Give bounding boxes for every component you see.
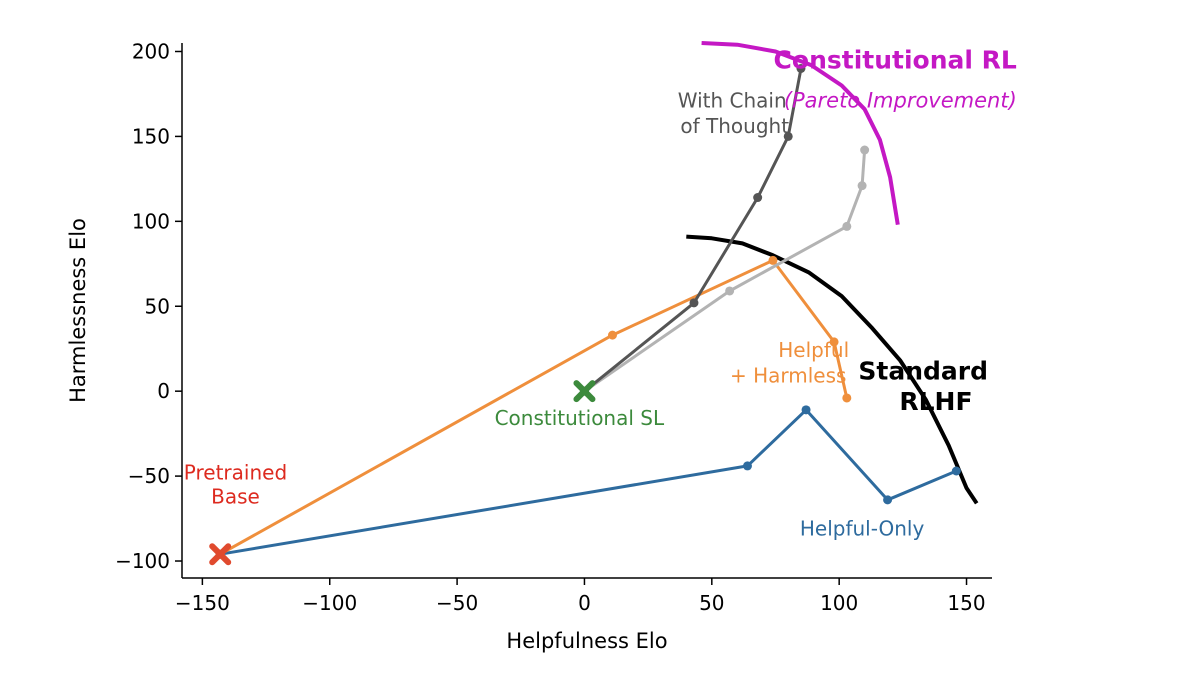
pareto-improvement-annotation: (Pareto Improvement) [784,89,1017,113]
helpful-only-point [883,495,893,505]
pretrained-annotation: Pretrained [184,460,287,484]
harmless-annotation: + Harmless [730,364,846,388]
standard-rlhf-frontier-curve [686,234,979,505]
helpful-only-point [742,461,752,471]
x-tick-label: −150 [175,591,230,615]
series-3-point [857,181,867,191]
x-tick-label: 0 [578,591,591,615]
base-annotation: Base [211,484,260,508]
y-tick-label: −50 [128,464,170,488]
with-chain-of-thought-point [783,131,793,141]
y-tick-label: 100 [132,209,170,233]
y-tick-label: 200 [132,39,170,63]
x-tick-label: −50 [436,591,478,615]
x-tick-label: 150 [947,591,985,615]
y-axis-label: Harmlessness Elo [66,218,90,403]
helpful-only-point [951,466,961,476]
constitutional-rl-frontier-curve [701,41,900,226]
helpful-only-annotation: Helpful-Only [800,517,925,541]
series-lines [215,63,961,559]
with-chain-annotation: With Chain [678,89,787,113]
x-tick-label: −100 [302,591,357,615]
with-chain-of-thought-point [753,193,763,203]
constitutional-sl-marker [573,380,596,403]
standard-annotation: Standard [858,356,988,385]
start-markers [209,380,596,566]
x-axis-label: Helpfulness Elo [506,629,667,653]
with-chain-of-thought-point [796,63,806,73]
y-tick-label: −100 [115,549,170,573]
constitutional-sl-annotation: Constitutional SL [495,406,665,430]
helpful-harmless-point [842,393,852,403]
helpful-annotation: Helpful [778,338,849,362]
x-tick-label: 50 [699,591,724,615]
series-3-point [842,221,852,231]
helpful-only-point [801,405,811,415]
pretrained-base-marker [209,543,232,566]
y-tick-label: 50 [145,294,170,318]
with-chain-of-thought-point [689,298,699,308]
rlhf-annotation: RLHF [899,387,972,416]
of-thought-annotation: of Thought [680,114,789,138]
helpful-harmless-point [768,255,778,265]
y-tick-label: 150 [132,124,170,148]
series-3-point [725,286,735,296]
y-tick-label: 0 [157,379,170,403]
helpful-harmless-point [829,337,839,347]
series-3-point [860,145,870,155]
constitutional-rl-annotation: Constitutional RL [774,45,1017,74]
helpful-harmless-point [607,330,617,340]
frontier-curves [686,41,979,505]
x-tick-label: 100 [820,591,858,615]
